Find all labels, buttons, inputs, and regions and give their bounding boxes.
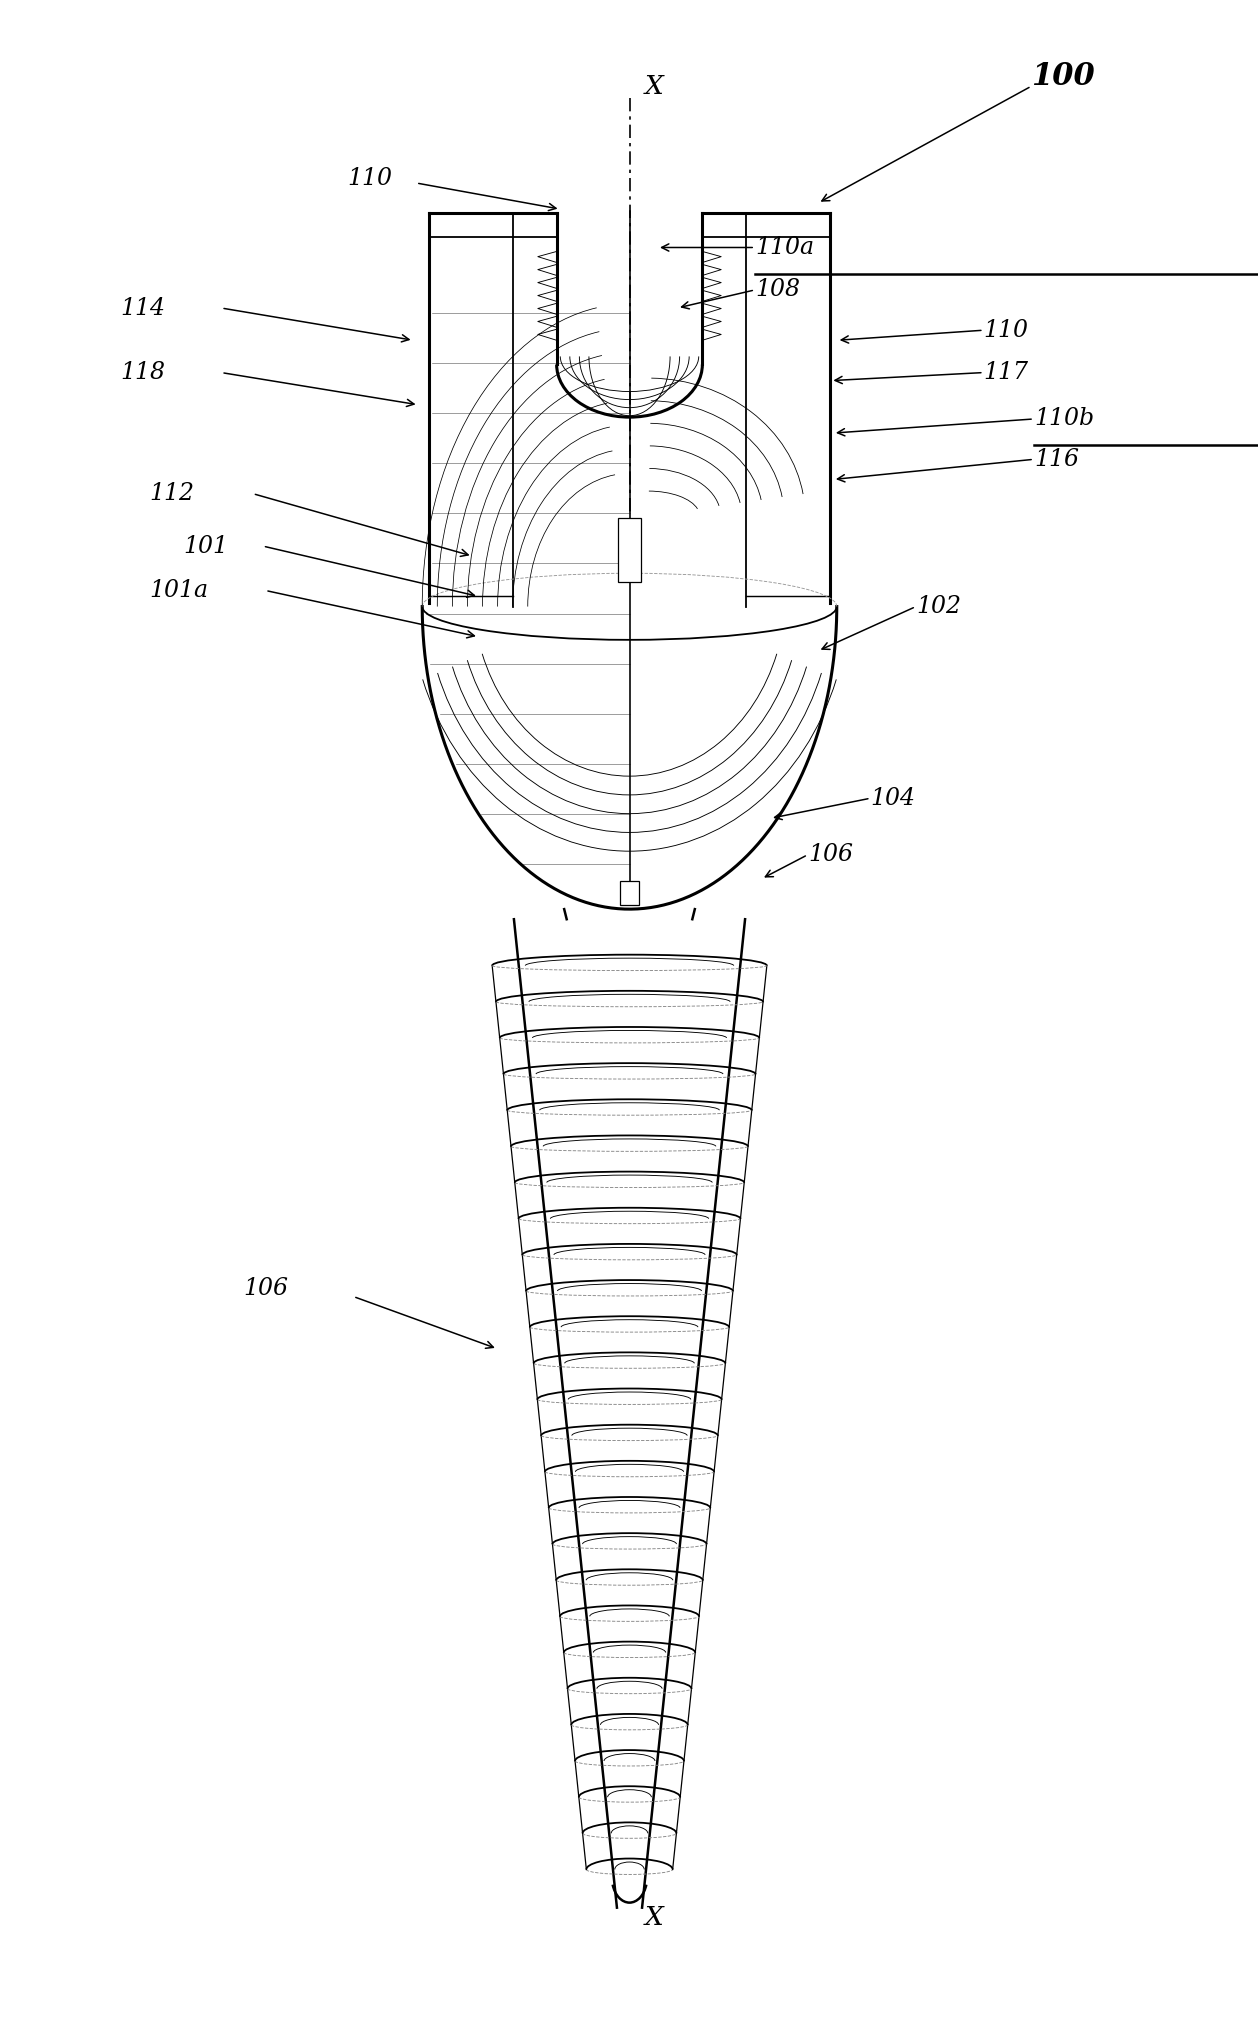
- Text: 106: 106: [808, 842, 852, 867]
- Text: 106: 106: [244, 1277, 288, 1301]
- Bar: [618, 517, 641, 582]
- Text: 110a: 110a: [755, 236, 815, 259]
- Text: 112: 112: [150, 483, 195, 505]
- Polygon shape: [514, 919, 745, 1907]
- Text: 114: 114: [121, 297, 166, 319]
- Polygon shape: [564, 909, 695, 919]
- Text: 110: 110: [346, 168, 392, 190]
- Text: 117: 117: [983, 362, 1029, 384]
- Text: 110: 110: [983, 319, 1029, 341]
- Text: 116: 116: [1034, 448, 1079, 471]
- Bar: [621, 881, 638, 905]
- Text: 101: 101: [184, 535, 229, 558]
- Text: 118: 118: [121, 362, 166, 384]
- Text: X: X: [645, 73, 663, 99]
- Text: 101a: 101a: [150, 580, 209, 602]
- Text: 110b: 110b: [1034, 408, 1094, 430]
- Polygon shape: [405, 184, 854, 933]
- Text: 102: 102: [915, 596, 961, 618]
- Text: X: X: [645, 1905, 663, 1931]
- Text: 100: 100: [1031, 61, 1095, 91]
- Text: 108: 108: [755, 279, 801, 301]
- Text: 104: 104: [871, 786, 915, 810]
